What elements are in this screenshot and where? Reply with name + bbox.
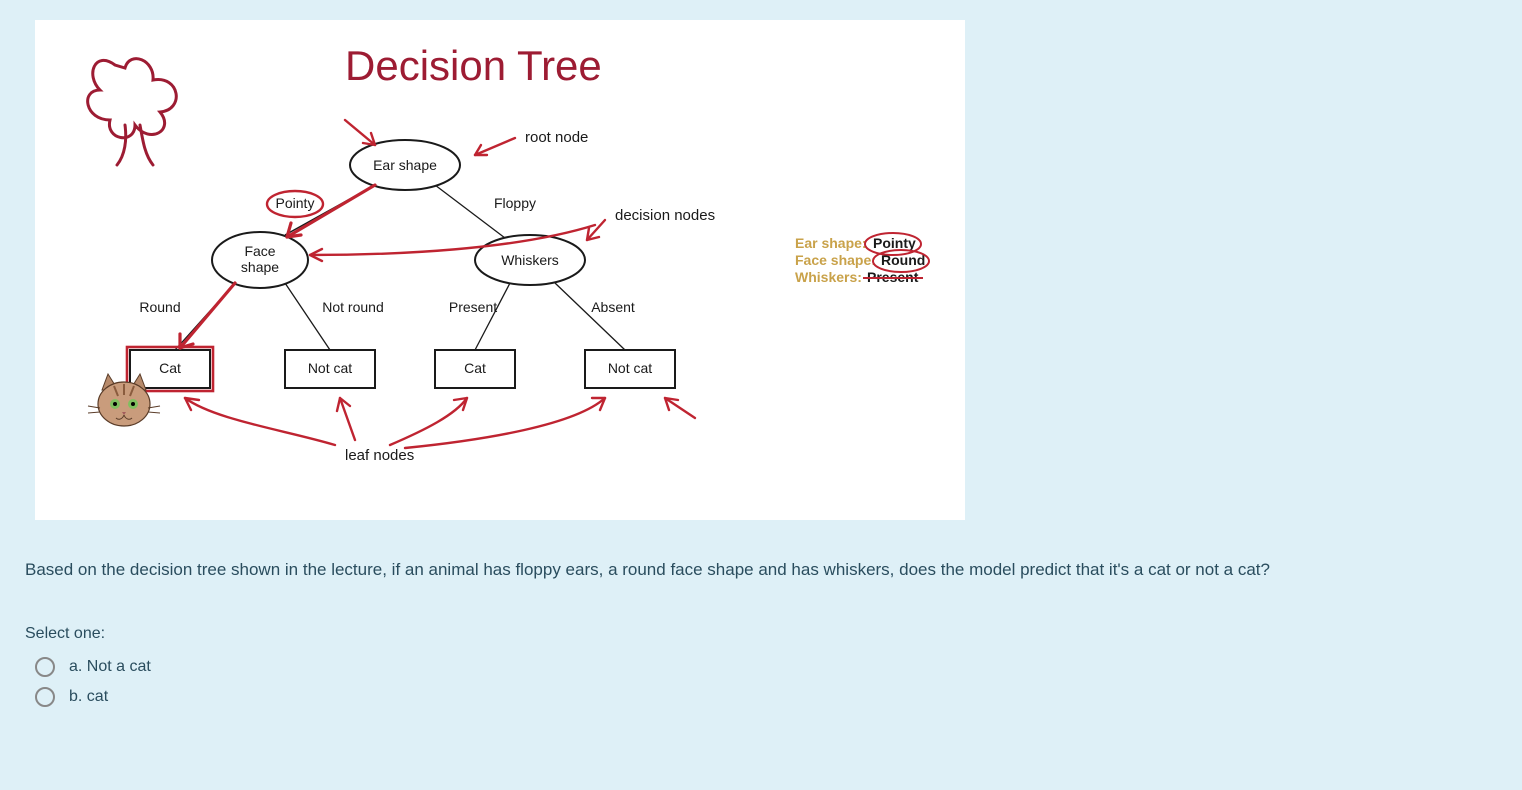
anno-leaf-nodes: leaf nodes: [345, 447, 414, 464]
legend-line-3-label: Whiskers:: [795, 269, 862, 285]
edge-pointy-label: Pointy: [276, 195, 315, 211]
legend-example: Ear shape: Pointy Face shape: Round Whis…: [795, 233, 929, 285]
option-b[interactable]: b. cat: [35, 687, 1497, 707]
node-face-label-1: Face: [244, 243, 275, 259]
radio-icon: [35, 687, 55, 707]
leaf-not-cat-1-label: Not cat: [308, 360, 352, 376]
anno-root-node: root node: [525, 129, 588, 146]
edge-round-label: Round: [139, 299, 180, 315]
option-a[interactable]: a. Not a cat: [35, 657, 1497, 677]
select-one-label: Select one:: [25, 625, 1497, 643]
leaf-cat-1-label: Cat: [159, 360, 181, 376]
leaf-cat-2-label: Cat: [464, 360, 486, 376]
edge-present-label: Present: [449, 299, 497, 315]
legend-line-1-label: Ear shape:: [795, 235, 867, 251]
node-root-label: Ear shape: [373, 157, 437, 173]
leaf-not-cat-2-label: Not cat: [608, 360, 652, 376]
quiz-panel: Decision Tree: [0, 0, 1522, 790]
decision-tree-diagram: Decision Tree: [35, 20, 965, 520]
anno-decision-nodes: decision nodes: [615, 207, 715, 224]
node-whiskers-label: Whiskers: [501, 252, 559, 268]
edge-notround-label: Not round: [322, 299, 383, 315]
option-a-label: a. Not a cat: [69, 658, 151, 676]
node-face-label-2: shape: [241, 259, 279, 275]
diagram-title: Decision Tree: [345, 42, 602, 89]
legend-line-2-label: Face shape:: [795, 252, 876, 268]
edge-absent-label: Absent: [591, 299, 635, 315]
radio-icon: [35, 657, 55, 677]
legend-line-2-value: Round: [881, 252, 925, 268]
edge-floppy-label: Floppy: [494, 195, 536, 211]
tree-doodle-icon: [88, 59, 177, 165]
option-b-label: b. cat: [69, 688, 108, 706]
question-text: Based on the decision tree shown in the …: [25, 560, 1497, 580]
legend-line-1-value: Pointy: [873, 235, 916, 251]
